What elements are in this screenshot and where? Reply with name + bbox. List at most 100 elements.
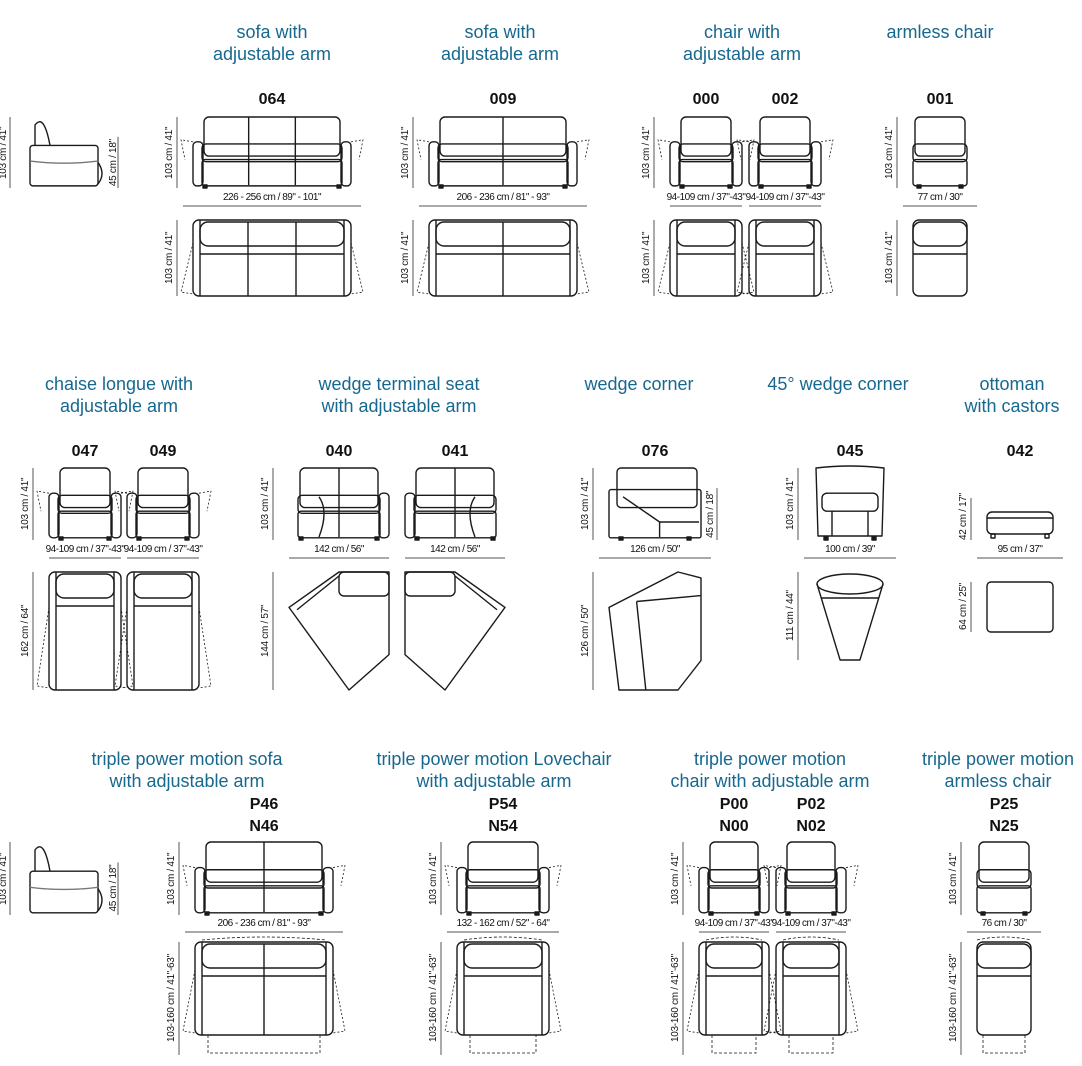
section-title: sofa with — [236, 22, 308, 42]
seat-height-label: 45 cm / 18" — [108, 865, 119, 913]
width-label: 77 cm / 30" — [917, 192, 963, 203]
height-label: 103 cm / 41" — [670, 852, 681, 905]
model-code: P25 — [989, 796, 1019, 813]
model-code: P54 — [488, 796, 518, 813]
depth-label: 144 cm / 57" — [260, 604, 271, 658]
front-view-drawing — [736, 116, 834, 189]
section-title: wedge terminal seat — [318, 374, 480, 394]
section-title: triple power motion sofa — [91, 749, 283, 769]
plan-view-drawing — [180, 219, 364, 297]
model-code: 049 — [149, 443, 177, 460]
depth-label: 126 cm / 50" — [580, 604, 591, 658]
section-title: chair with adjustable arm — [670, 771, 870, 791]
section-title: adjustable arm — [440, 44, 560, 64]
height-label: 103 cm / 41" — [166, 852, 177, 905]
height-label: 103 cm / 41" — [580, 477, 591, 531]
height-label: 103 cm / 41" — [0, 852, 9, 905]
front-view-drawing — [815, 465, 885, 541]
front-view-drawing — [182, 841, 346, 916]
width-label: 94-109 cm / 37"-43" — [123, 544, 203, 555]
height-label: 103 cm / 41" — [641, 126, 652, 179]
plan-view-drawing — [444, 936, 562, 1054]
plan-view-drawing — [657, 219, 755, 297]
height-label: 103 cm / 41" — [948, 852, 959, 905]
height-label: 103 cm / 41" — [785, 477, 796, 531]
width-label: 126 cm / 50" — [630, 544, 680, 555]
model-code: 076 — [641, 443, 669, 460]
depth-label: 64 cm / 25" — [958, 583, 969, 631]
model-code: 047 — [71, 443, 99, 460]
front-view-drawing — [180, 116, 364, 189]
plan-view-drawing — [976, 936, 1032, 1054]
seat-height-label: 45 cm / 18" — [108, 138, 119, 186]
model-code: 009 — [489, 91, 517, 108]
width-label: 100 cm / 39" — [825, 544, 875, 555]
width-label: 142 cm / 56" — [314, 544, 364, 555]
front-view-drawing — [986, 511, 1054, 539]
depth-label: 103-160 cm / 41"-63" — [948, 954, 959, 1043]
model-code: 002 — [771, 91, 799, 108]
height-label: 103 cm / 41" — [260, 477, 271, 531]
model-code: P46 — [249, 796, 279, 813]
section-title: with adjustable arm — [416, 771, 572, 791]
section-title: chair with — [703, 22, 781, 42]
model-code: 001 — [926, 91, 954, 108]
front-view-drawing — [912, 116, 968, 189]
depth-label: 103 cm / 41" — [884, 231, 895, 285]
seat-height-label: 45 cm / 18" — [705, 490, 716, 538]
depth-label: 111 cm / 44" — [785, 590, 796, 642]
section-title: adjustable arm — [212, 44, 332, 64]
depth-label: 103-160 cm / 41"-63" — [670, 954, 681, 1043]
depth-label: 162 cm / 64" — [20, 604, 31, 658]
plan-view-drawing — [763, 936, 859, 1054]
depth-label: 103-160 cm / 41"-63" — [166, 954, 177, 1043]
model-code: P02 — [796, 796, 826, 813]
plan-view-drawing — [686, 936, 782, 1054]
height-label: 103 cm / 41" — [164, 126, 175, 179]
model-code: N46 — [249, 818, 279, 835]
section-title: 45° wedge corner — [767, 374, 909, 394]
front-view-drawing — [444, 841, 562, 916]
section-title: with adjustable arm — [109, 771, 265, 791]
side-view-drawing — [29, 121, 103, 187]
model-code: P00 — [719, 796, 749, 813]
front-view-drawing — [297, 467, 390, 541]
front-view-drawing — [404, 467, 497, 541]
section-title: armless chair — [886, 22, 994, 42]
front-view-drawing — [976, 841, 1032, 916]
width-label: 94-109 cm / 37"-43" — [694, 918, 774, 929]
width-label: 95 cm / 37" — [997, 544, 1043, 555]
height-label: 103 cm / 41" — [428, 852, 439, 905]
height-label: 103 cm / 41" — [884, 126, 895, 179]
plan-view-drawing — [912, 219, 968, 297]
model-code: N25 — [989, 818, 1019, 835]
depth-label: 103 cm / 41" — [641, 231, 652, 285]
plan-view-drawing — [608, 571, 702, 691]
width-label: 226 - 256 cm / 89" - 101" — [223, 192, 322, 203]
plan-view-drawing — [114, 571, 212, 691]
height-label: 103 cm / 41" — [20, 477, 31, 531]
front-view-drawing — [36, 467, 134, 541]
width-label: 94-109 cm / 37"-43" — [45, 544, 125, 555]
depth-label: 103 cm / 41" — [164, 231, 175, 285]
section-title: triple power motion — [693, 749, 847, 769]
front-view-drawing — [114, 467, 212, 541]
plan-view-drawing — [288, 571, 390, 691]
section-title: adjustable arm — [59, 396, 179, 416]
front-view-drawing — [657, 116, 755, 189]
width-label: 142 cm / 56" — [430, 544, 480, 555]
section-title: with castors — [964, 396, 1060, 416]
plan-view-drawing — [736, 219, 834, 297]
section-title: triple power motion — [921, 749, 1075, 769]
width-label: 132 - 162 cm / 52" - 64" — [456, 918, 550, 929]
width-label: 94-109 cm / 37"-43" — [771, 918, 851, 929]
width-label: 206 - 236 cm / 81" - 93" — [456, 192, 550, 203]
model-code: 042 — [1006, 443, 1034, 460]
section-title: sofa with — [464, 22, 536, 42]
depth-label: 103 cm / 41" — [400, 231, 411, 285]
section-title: wedge corner — [584, 374, 694, 394]
section-title: triple power motion Lovechair — [376, 749, 612, 769]
model-code: N00 — [719, 818, 749, 835]
